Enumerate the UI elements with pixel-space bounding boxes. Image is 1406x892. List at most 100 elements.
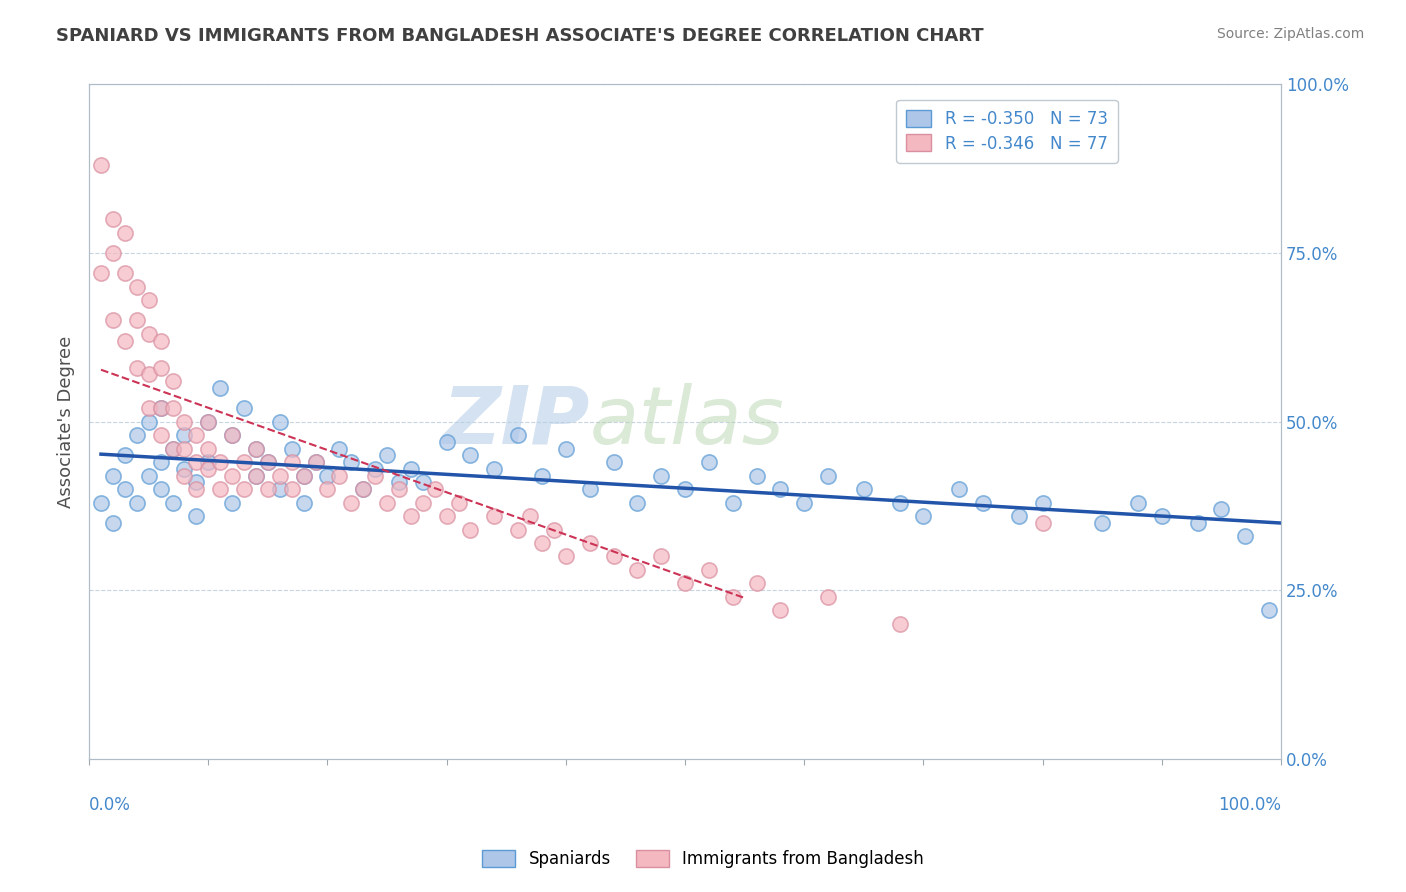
Point	[388, 475, 411, 490]
Legend: Spaniards, Immigrants from Bangladesh: Spaniards, Immigrants from Bangladesh	[475, 843, 931, 875]
Point	[399, 508, 422, 523]
Point	[316, 468, 339, 483]
Point	[292, 468, 315, 483]
Point	[114, 334, 136, 348]
Point	[173, 415, 195, 429]
Point	[149, 455, 172, 469]
Point	[186, 482, 208, 496]
Point	[460, 448, 482, 462]
Point	[90, 266, 112, 280]
Point	[484, 462, 506, 476]
Point	[269, 482, 291, 496]
Point	[197, 462, 219, 476]
Point	[197, 442, 219, 456]
Point	[650, 549, 672, 564]
Point	[162, 495, 184, 509]
Point	[257, 455, 280, 469]
Point	[149, 428, 172, 442]
Point	[972, 495, 994, 509]
Point	[1032, 495, 1054, 509]
Point	[304, 455, 326, 469]
Legend: R = -0.350   N = 73, R = -0.346   N = 77: R = -0.350 N = 73, R = -0.346 N = 77	[897, 100, 1118, 162]
Point	[138, 326, 160, 341]
Point	[257, 455, 280, 469]
Point	[602, 455, 624, 469]
Point	[484, 508, 506, 523]
Point	[173, 468, 195, 483]
Point	[125, 360, 148, 375]
Point	[233, 455, 256, 469]
Point	[578, 482, 600, 496]
Point	[508, 428, 530, 442]
Point	[186, 455, 208, 469]
Point	[221, 468, 243, 483]
Point	[101, 516, 124, 530]
Point	[90, 495, 112, 509]
Point	[149, 401, 172, 416]
Point	[745, 576, 768, 591]
Point	[101, 212, 124, 227]
Point	[162, 442, 184, 456]
Point	[554, 442, 576, 456]
Point	[90, 158, 112, 172]
Point	[101, 246, 124, 260]
Point	[245, 468, 267, 483]
Point	[328, 468, 350, 483]
Point	[626, 495, 648, 509]
Point	[519, 508, 541, 523]
Point	[138, 368, 160, 382]
Point	[257, 482, 280, 496]
Point	[114, 266, 136, 280]
Point	[125, 495, 148, 509]
Point	[245, 442, 267, 456]
Point	[673, 576, 696, 591]
Point	[125, 279, 148, 293]
Point	[292, 468, 315, 483]
Point	[138, 401, 160, 416]
Point	[221, 428, 243, 442]
Point	[1126, 495, 1149, 509]
Text: atlas: atlas	[589, 383, 785, 460]
Point	[101, 468, 124, 483]
Point	[209, 482, 232, 496]
Point	[721, 495, 744, 509]
Point	[436, 434, 458, 449]
Point	[912, 508, 935, 523]
Point	[375, 448, 398, 462]
Point	[186, 508, 208, 523]
Point	[1032, 516, 1054, 530]
Point	[197, 415, 219, 429]
Point	[197, 415, 219, 429]
Point	[173, 442, 195, 456]
Point	[460, 523, 482, 537]
Point	[149, 360, 172, 375]
Point	[1150, 508, 1173, 523]
Point	[209, 381, 232, 395]
Point	[769, 603, 792, 617]
Point	[197, 455, 219, 469]
Text: 100.0%: 100.0%	[1218, 796, 1281, 814]
Point	[221, 495, 243, 509]
Point	[209, 455, 232, 469]
Point	[280, 442, 302, 456]
Point	[245, 442, 267, 456]
Point	[162, 442, 184, 456]
Point	[162, 401, 184, 416]
Point	[352, 482, 374, 496]
Point	[889, 495, 911, 509]
Point	[889, 616, 911, 631]
Point	[125, 313, 148, 327]
Point	[173, 462, 195, 476]
Text: 0.0%: 0.0%	[89, 796, 131, 814]
Point	[650, 468, 672, 483]
Point	[101, 313, 124, 327]
Point	[948, 482, 970, 496]
Point	[292, 495, 315, 509]
Point	[173, 428, 195, 442]
Point	[328, 442, 350, 456]
Point	[602, 549, 624, 564]
Point	[340, 455, 363, 469]
Point	[412, 475, 434, 490]
Point	[364, 462, 387, 476]
Point	[817, 590, 839, 604]
